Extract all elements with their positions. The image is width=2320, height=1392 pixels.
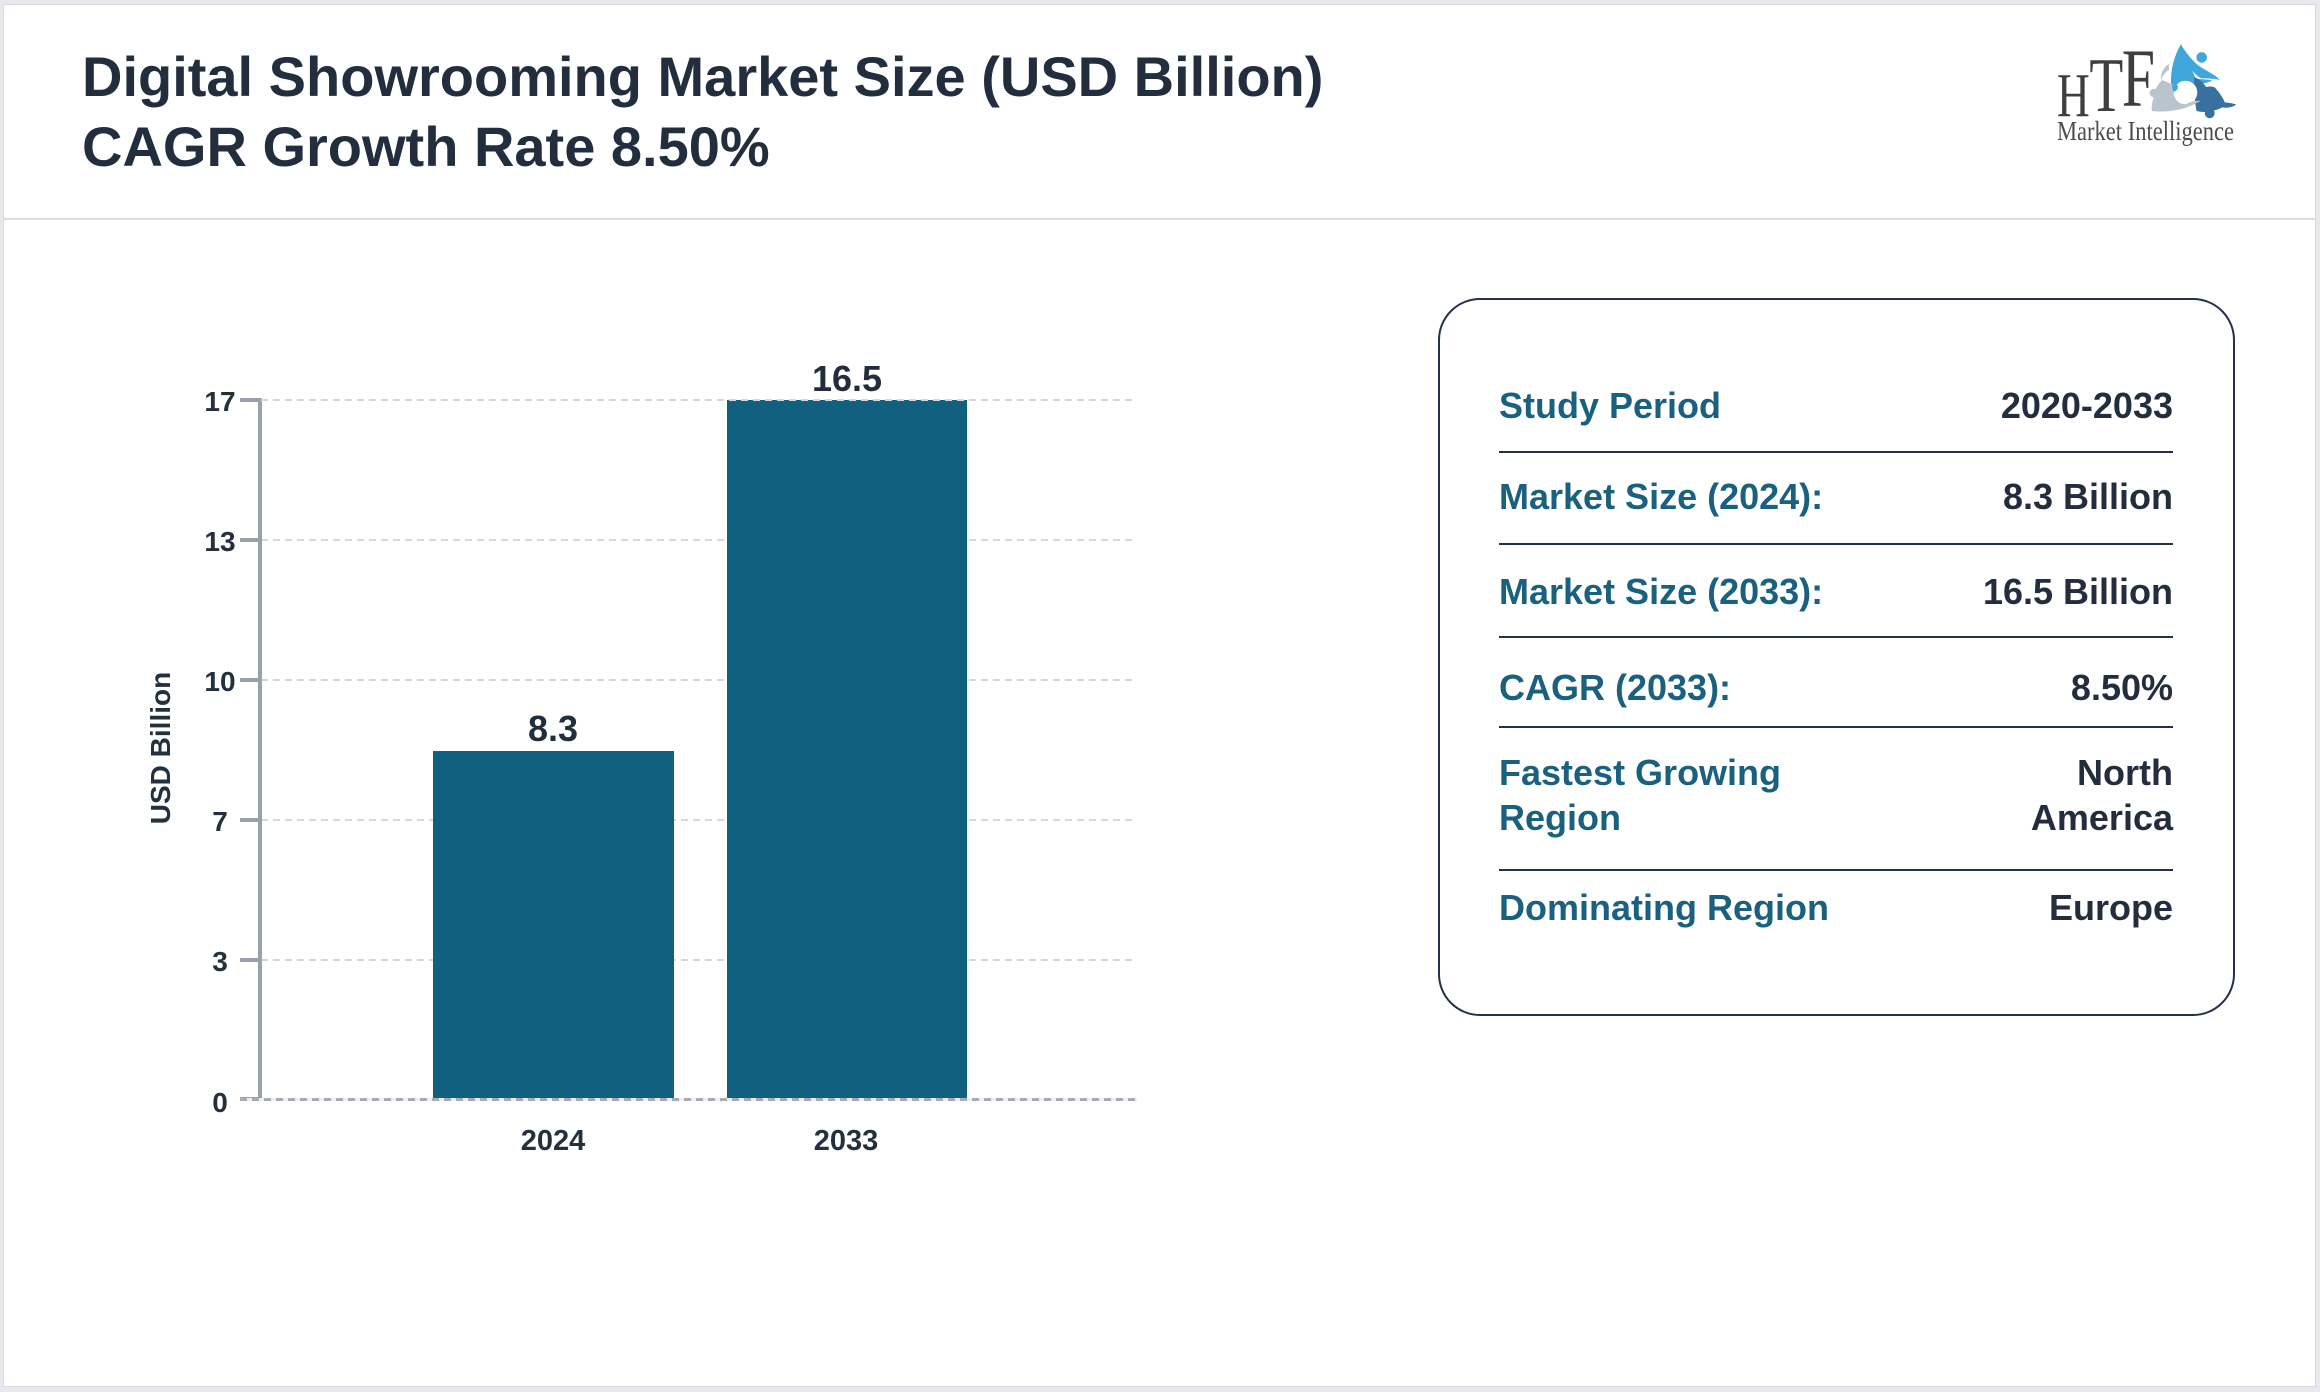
svg-text:T: T: [2089, 42, 2123, 128]
svg-text:Market Intelligence: Market Intelligence: [2057, 117, 2234, 146]
svg-text:H: H: [2057, 60, 2090, 130]
svg-text:F: F: [2122, 40, 2155, 124]
